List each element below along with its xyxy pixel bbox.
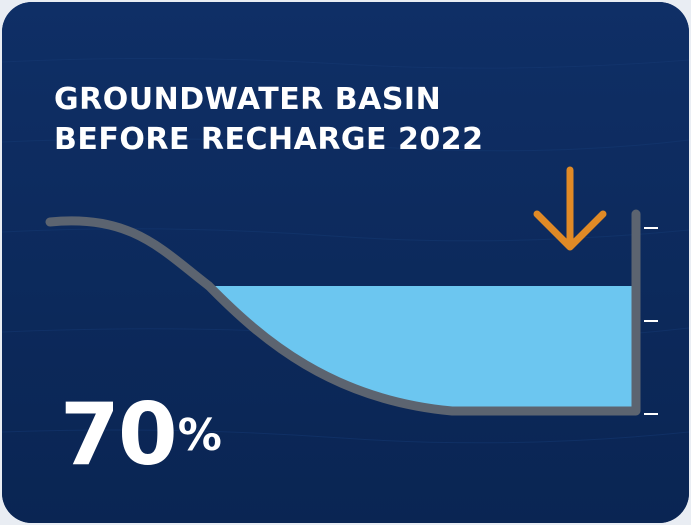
level-percentage-sign: %: [177, 410, 222, 461]
basin-outline: [45, 209, 641, 416]
arrow-down-icon: [533, 166, 607, 251]
title-line-2: BEFORE RECHARGE 2022: [54, 122, 484, 157]
level-percentage-number: 70: [60, 385, 178, 485]
title-line-1: GROUNDWATER BASIN: [54, 82, 442, 117]
title: GROUNDWATER BASIN BEFORE RECHARGE 2022: [54, 80, 484, 160]
water-fill: [209, 286, 634, 408]
level-percentage: 70%: [60, 392, 222, 478]
